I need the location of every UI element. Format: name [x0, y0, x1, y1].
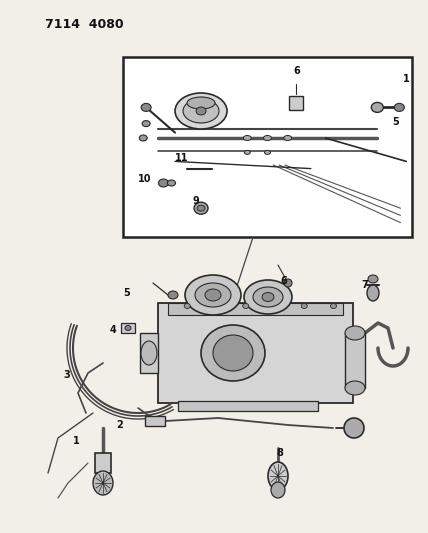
Bar	[168, 303, 343, 315]
Ellipse shape	[301, 303, 307, 309]
Ellipse shape	[243, 303, 249, 309]
Text: 1: 1	[73, 436, 80, 446]
Ellipse shape	[213, 335, 253, 371]
Ellipse shape	[271, 482, 285, 498]
Text: 6: 6	[293, 67, 300, 76]
Ellipse shape	[344, 418, 364, 438]
Text: 8: 8	[276, 448, 283, 458]
Ellipse shape	[184, 303, 190, 309]
Ellipse shape	[262, 293, 274, 302]
Ellipse shape	[93, 471, 113, 495]
Ellipse shape	[330, 303, 336, 309]
Ellipse shape	[372, 102, 383, 112]
Ellipse shape	[268, 462, 288, 490]
Ellipse shape	[125, 326, 131, 330]
Ellipse shape	[142, 120, 150, 127]
Ellipse shape	[345, 326, 365, 340]
Bar	[95, 453, 111, 473]
Bar	[158, 303, 353, 403]
Bar	[140, 333, 158, 373]
Ellipse shape	[175, 93, 227, 129]
Text: 1: 1	[403, 74, 410, 84]
Ellipse shape	[205, 289, 221, 301]
Bar	[123, 57, 412, 237]
Ellipse shape	[185, 275, 241, 315]
Ellipse shape	[141, 341, 157, 365]
Bar	[121, 323, 135, 333]
Text: 9: 9	[192, 196, 199, 206]
Text: 5: 5	[392, 117, 398, 127]
Ellipse shape	[139, 135, 147, 141]
Ellipse shape	[394, 103, 404, 111]
Ellipse shape	[197, 205, 205, 211]
Ellipse shape	[367, 285, 379, 301]
Text: 5: 5	[123, 288, 130, 298]
Ellipse shape	[196, 107, 206, 115]
Text: 3: 3	[63, 370, 70, 380]
Ellipse shape	[345, 381, 365, 395]
Ellipse shape	[368, 275, 378, 283]
Ellipse shape	[158, 179, 169, 187]
Ellipse shape	[183, 99, 219, 123]
Text: 7114  4080: 7114 4080	[45, 18, 124, 31]
Ellipse shape	[264, 135, 271, 141]
Ellipse shape	[201, 325, 265, 381]
Text: 6: 6	[280, 276, 287, 286]
Bar	[145, 416, 165, 426]
Ellipse shape	[284, 135, 292, 141]
Ellipse shape	[284, 279, 292, 287]
Ellipse shape	[187, 97, 215, 109]
Ellipse shape	[167, 180, 175, 186]
Text: 10: 10	[137, 174, 151, 184]
Bar	[289, 96, 303, 110]
Bar	[178, 401, 318, 411]
Bar	[345, 333, 365, 388]
Text: 11: 11	[175, 153, 188, 163]
Text: 2: 2	[116, 420, 123, 430]
Ellipse shape	[194, 202, 208, 214]
Ellipse shape	[253, 287, 283, 307]
Ellipse shape	[244, 280, 292, 314]
Ellipse shape	[141, 103, 151, 111]
Text: 4: 4	[110, 325, 117, 335]
Ellipse shape	[265, 150, 270, 155]
Ellipse shape	[168, 291, 178, 299]
Ellipse shape	[244, 150, 250, 155]
Ellipse shape	[243, 135, 251, 141]
Ellipse shape	[195, 283, 231, 307]
Text: 7: 7	[361, 280, 368, 290]
